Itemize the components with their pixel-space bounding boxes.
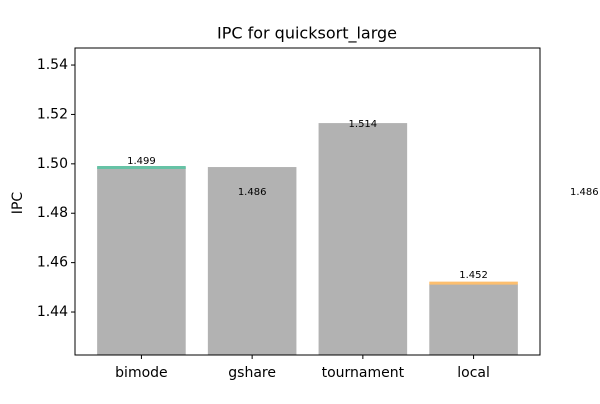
annotation: 1.486 <box>570 187 599 198</box>
y-tick-label: 1.44 <box>37 304 68 320</box>
bar <box>97 167 186 355</box>
x-tick-label: tournament <box>322 365 405 381</box>
y-tick-label: 1.48 <box>37 205 68 221</box>
annotation: 1.486 <box>238 187 267 198</box>
annotation: 1.514 <box>349 119 378 130</box>
y-axis-label: IPC <box>10 192 26 215</box>
plot-frame <box>74 47 541 356</box>
x-tick-label: local <box>457 365 490 381</box>
annotation: 1.499 <box>127 156 156 167</box>
y-tick-label: 1.54 <box>37 57 68 73</box>
x-tick-label: bimode <box>115 365 167 381</box>
x-tick-label: gshare <box>228 365 276 381</box>
y-tick-label: 1.46 <box>37 255 68 271</box>
y-tick-label: 1.50 <box>37 156 68 172</box>
y-tick-label: 1.52 <box>37 106 68 122</box>
bar <box>207 167 297 355</box>
chart-title: IPC for quicksort_large <box>217 24 397 44</box>
bar <box>318 123 408 356</box>
bar <box>429 284 518 355</box>
annotation: 1.452 <box>459 270 488 281</box>
